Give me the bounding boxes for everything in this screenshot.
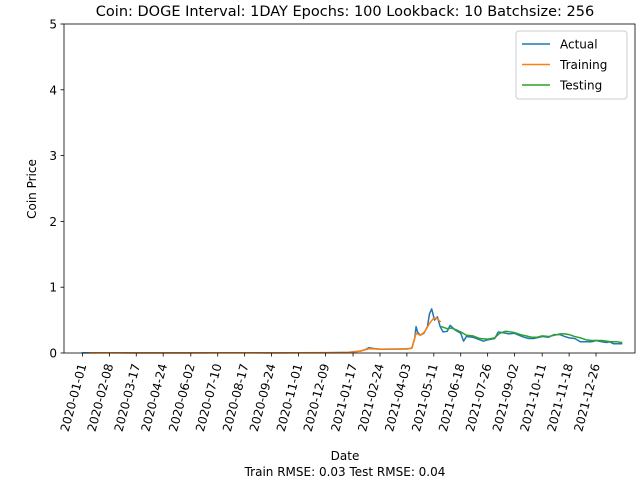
y-axis: 0 1 2 3 4 5 xyxy=(49,18,64,361)
x-axis-label: Date xyxy=(331,449,360,463)
legend-label-testing: Testing xyxy=(559,79,602,93)
legend-label-actual: Actual xyxy=(560,38,598,52)
series-line-testing xyxy=(440,325,623,344)
legend-box xyxy=(515,30,628,100)
rmse-footer: Train RMSE: 0.03 Test RMSE: 0.04 xyxy=(244,465,446,479)
legend: Actual Training Testing xyxy=(515,30,628,100)
legend-label-training: Training xyxy=(559,58,607,72)
y-tick-label: 1 xyxy=(49,281,57,295)
y-tick-label: 4 xyxy=(49,83,57,97)
y-tick-label: 5 xyxy=(49,18,57,32)
y-tick-label: 2 xyxy=(49,215,57,229)
axes-frame xyxy=(63,23,636,354)
y-axis-label: Coin Price xyxy=(25,159,39,219)
y-tick-label: 3 xyxy=(49,149,57,163)
y-tick-label: 0 xyxy=(49,347,57,361)
chart-title: Coin: DOGE Interval: 1DAY Epochs: 100 Lo… xyxy=(96,4,594,20)
